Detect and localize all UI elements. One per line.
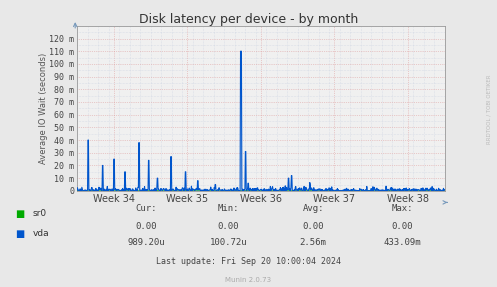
Text: 0.00: 0.00 (392, 222, 414, 231)
Text: 100.72u: 100.72u (210, 238, 248, 247)
Text: Avg:: Avg: (302, 204, 324, 214)
Text: Munin 2.0.73: Munin 2.0.73 (226, 277, 271, 283)
Text: 0.00: 0.00 (218, 222, 240, 231)
Text: Max:: Max: (392, 204, 414, 214)
Text: ■: ■ (15, 229, 24, 239)
Text: Cur:: Cur: (136, 204, 158, 214)
Text: 989.20u: 989.20u (128, 238, 166, 247)
Text: Last update: Fri Sep 20 10:00:04 2024: Last update: Fri Sep 20 10:00:04 2024 (156, 257, 341, 266)
Text: 433.09m: 433.09m (384, 238, 421, 247)
Text: Disk latency per device - by month: Disk latency per device - by month (139, 13, 358, 26)
Text: 2.56m: 2.56m (300, 238, 327, 247)
Text: RRDTOOL / TOBI OETIKER: RRDTOOL / TOBI OETIKER (486, 74, 491, 144)
Text: vda: vda (32, 229, 49, 238)
Text: sr0: sr0 (32, 209, 46, 218)
Text: Min:: Min: (218, 204, 240, 214)
Text: 0.00: 0.00 (302, 222, 324, 231)
Text: ■: ■ (15, 209, 24, 219)
Text: 0.00: 0.00 (136, 222, 158, 231)
Y-axis label: Average IO Wait (seconds): Average IO Wait (seconds) (39, 53, 48, 164)
